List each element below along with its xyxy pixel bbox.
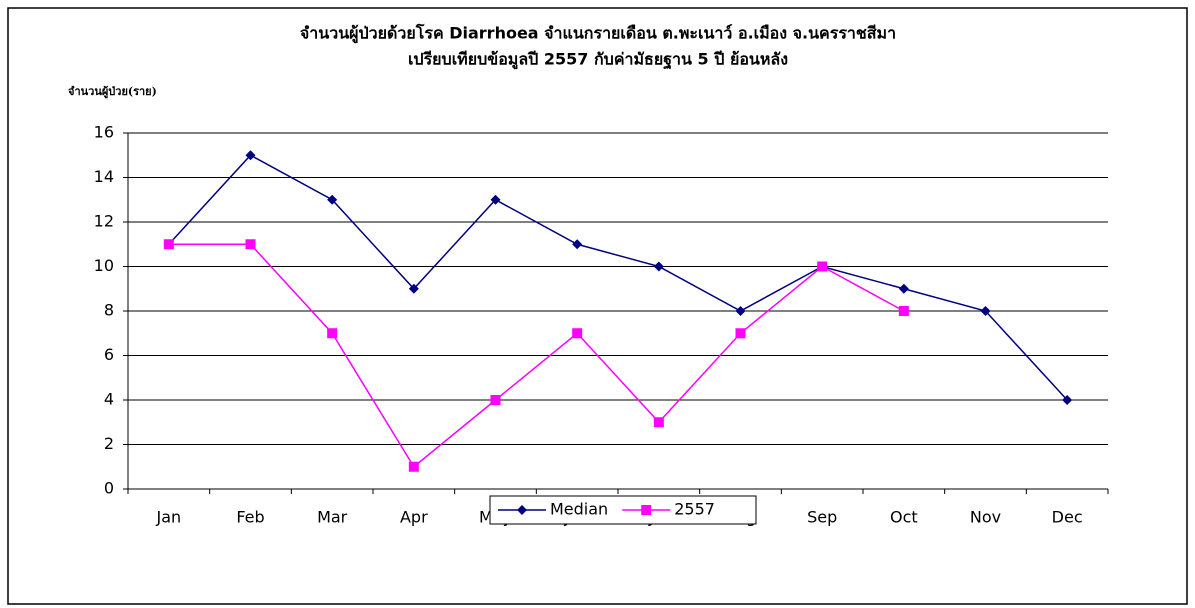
marker — [572, 328, 583, 339]
marker — [327, 328, 338, 339]
marker — [735, 328, 746, 339]
y-tick-label: 6 — [104, 345, 114, 364]
marker — [245, 239, 256, 250]
series-line — [168, 154, 1068, 401]
y-tick-label: 0 — [104, 479, 114, 498]
x-tick-label: Nov — [970, 508, 1001, 527]
marker — [163, 239, 174, 250]
y-axis-label: จำนวนผู้ป่วย(ราย) — [68, 85, 157, 99]
marker — [653, 261, 664, 272]
marker — [245, 150, 256, 161]
legend-marker — [517, 505, 527, 515]
x-tick-label: Feb — [236, 508, 264, 527]
y-tick-label: 2 — [104, 434, 114, 453]
x-tick-label: Sep — [807, 508, 837, 527]
marker — [653, 417, 664, 428]
y-tick-label: 10 — [94, 256, 114, 275]
legend-label: 2557 — [674, 500, 715, 519]
marker — [572, 239, 583, 250]
x-tick-label: Apr — [400, 508, 428, 527]
marker — [980, 306, 991, 316]
marker — [898, 283, 909, 294]
chart-title: จำนวนผู้ป่วยด้วยโรค Diarrhoea จำแนกรายเด… — [300, 23, 896, 45]
y-tick-label: 16 — [94, 123, 114, 142]
marker — [898, 306, 909, 316]
marker — [408, 461, 419, 472]
y-tick-label: 14 — [94, 167, 114, 186]
y-tick-label: 12 — [94, 212, 114, 231]
marker — [408, 283, 419, 294]
marker — [817, 261, 828, 272]
marker — [490, 194, 501, 205]
marker — [490, 395, 501, 405]
x-tick-label: Jan — [155, 508, 181, 527]
y-tick-label: 4 — [104, 390, 114, 409]
marker — [735, 306, 746, 316]
x-tick-label: Oct — [890, 508, 918, 527]
marker — [327, 194, 338, 205]
legend-label: Median — [550, 500, 608, 519]
marker — [1062, 395, 1073, 405]
series-line — [168, 243, 905, 468]
legend-marker — [641, 505, 652, 515]
y-tick-label: 8 — [104, 301, 114, 320]
x-tick-label: Mar — [317, 508, 348, 527]
chart-subtitle: เปรียบเทียบข้อมูลปี 2557 กับค่ามัธยฐาน 5… — [408, 50, 788, 71]
x-tick-label: Dec — [1052, 508, 1083, 527]
